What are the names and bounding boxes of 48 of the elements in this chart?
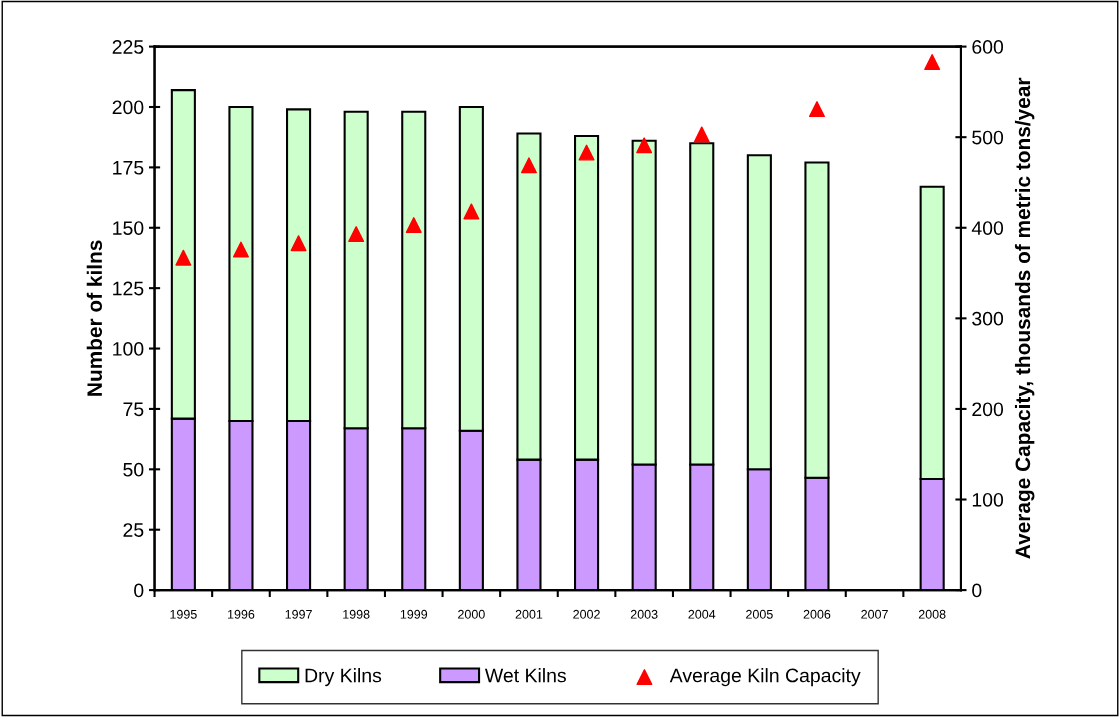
y2-tick-label: 400	[971, 221, 1004, 235]
point	[520, 157, 537, 174]
y2-tick-label: 0	[972, 583, 982, 598]
point	[175, 249, 192, 266]
point	[808, 101, 825, 118]
x-tick-label: 2002	[573, 609, 600, 619]
y-tick-label: 150	[113, 221, 144, 235]
y-tick-label: 25	[123, 523, 144, 537]
y-tick-label: 75	[123, 402, 144, 417]
y-tick-label: 100	[113, 342, 144, 356]
point	[463, 203, 480, 220]
x-tick-label: 2005	[746, 609, 773, 619]
x-tick-label: 2003	[630, 609, 658, 619]
y2-tick-label: 600	[972, 40, 1004, 54]
x-tick-label: 1999	[400, 609, 428, 619]
legend-label: Average Kiln Capacity	[669, 668, 861, 687]
y2-tick-label: 100	[972, 492, 1004, 507]
legend-label: Wet Kilns	[484, 668, 566, 683]
y2-tick-label: 200	[972, 402, 1004, 417]
x-tick-label: 2007	[861, 609, 888, 619]
y2-axis-title: Average Capacity, thousands of metric tons/year	[1014, 77, 1035, 559]
x-tick-label: 1998	[343, 609, 370, 619]
x-tick-label: 2001	[515, 609, 543, 619]
legend-label: Dry Kilns	[305, 668, 382, 687]
y2-tick-label: 300	[972, 311, 1004, 326]
point	[232, 241, 249, 258]
y-tick-label: 200	[112, 100, 144, 115]
x-tick-label: 2004	[688, 609, 716, 619]
x-tick-label: 1995	[170, 609, 197, 619]
x-tick-label: 1996	[228, 609, 255, 619]
point	[405, 217, 422, 234]
x-tick-label: 1997	[285, 609, 312, 619]
y-axis-title: Number of kilns	[86, 240, 103, 396]
x-tick-label: 2008	[918, 609, 946, 619]
y2-tick-label: 500	[972, 130, 1004, 145]
point	[348, 226, 365, 243]
y-tick-label: 0	[134, 583, 144, 598]
point	[693, 126, 710, 143]
point	[290, 235, 307, 252]
y-tick-label: 125	[113, 281, 144, 296]
point	[636, 137, 653, 154]
y-tick-label: 50	[123, 462, 144, 477]
point	[924, 54, 941, 70]
x-tick-label: 2000	[458, 609, 485, 619]
x-tick-label: 2006	[803, 609, 831, 619]
y-tick-label: 225	[112, 40, 144, 54]
point	[578, 144, 595, 161]
y-tick-label: 175	[113, 161, 144, 175]
